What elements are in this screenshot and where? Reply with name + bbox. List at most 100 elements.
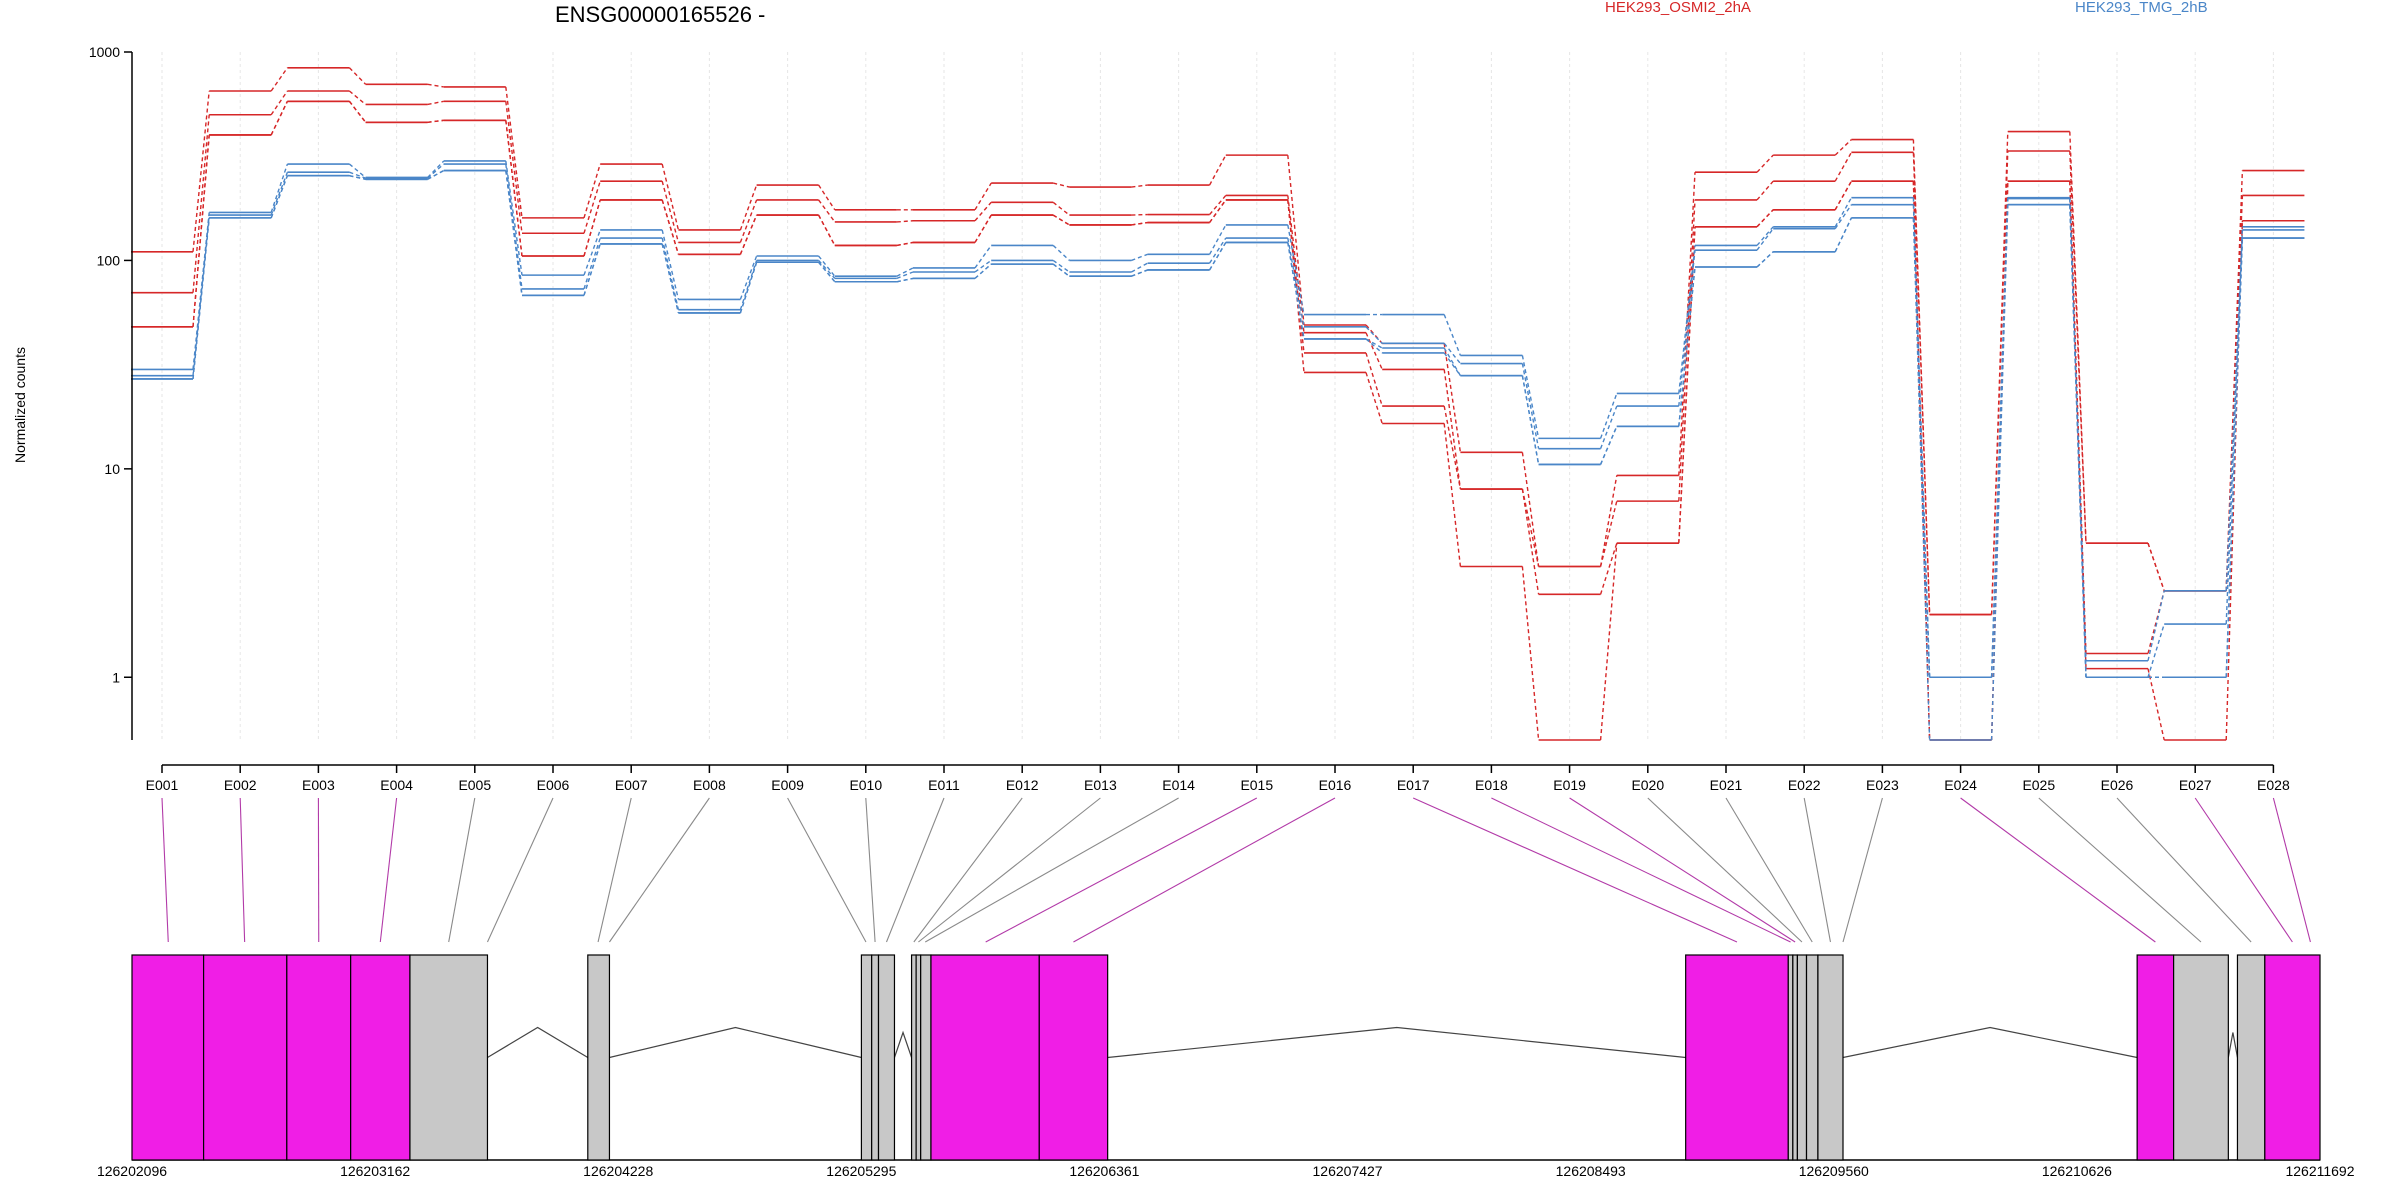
- x-tick-label-e025: E025: [2022, 777, 2055, 793]
- connector-e019: [1569, 797, 1796, 943]
- series-8-transition: [192, 217, 210, 380]
- coordinate-label-126209560: 126209560: [1799, 1163, 1869, 1179]
- series-4-transition: [1052, 214, 1070, 226]
- x-tick-label-e024: E024: [1944, 777, 1977, 793]
- series-1-transition: [427, 83, 444, 88]
- series-2-transition: [583, 180, 601, 234]
- y-tick-label-100: 100: [97, 252, 121, 268]
- series-8-transition: [1756, 251, 1774, 268]
- x-tick-label-e002: E002: [224, 777, 257, 793]
- exon-e003: [286, 954, 352, 1161]
- series-4-transition: [1990, 181, 2009, 741]
- series-3-transition: [2147, 590, 2165, 654]
- series-8-transition: [1599, 426, 1618, 465]
- exon-e021: [1796, 954, 1808, 1161]
- exon-e004: [350, 954, 411, 1161]
- exon-e025: [2173, 954, 2229, 1161]
- series-8-transition: [583, 243, 601, 296]
- x-tick-label-e020: E020: [1631, 777, 1664, 793]
- series-4-transition: [1287, 199, 1305, 373]
- series-8-transition: [1834, 217, 1853, 253]
- connector-e004: [379, 797, 398, 943]
- series-5-transition: [1756, 226, 1774, 246]
- series-2-transition: [2069, 150, 2087, 544]
- series-5-transition: [505, 160, 523, 276]
- y-axis-label: Normalized counts: [12, 347, 28, 463]
- series-6-transition: [270, 171, 289, 216]
- series-6-transition: [349, 171, 366, 179]
- connector-e011: [885, 797, 945, 943]
- series-2-transition: [1678, 199, 1696, 502]
- series-6-transition: [1756, 228, 1774, 251]
- x-tick-label-e009: E009: [771, 777, 804, 793]
- legend-series-osmi2: HEK293_OSMI2_2hA: [1605, 0, 1751, 16]
- series-2-transition: [1287, 195, 1305, 333]
- intron-line: [893, 1030, 913, 1058]
- series-2-transition: [1521, 488, 1540, 567]
- series-6-transition: [661, 237, 680, 310]
- connector-e013: [918, 797, 1101, 943]
- connector-e016: [1073, 797, 1336, 943]
- axes: 1000 100 10 1 E001 E002 E003 E004 E005 E006 E007 E0…: [89, 44, 2290, 793]
- x-tick-label-e019: E019: [1553, 777, 1586, 793]
- series-4-transition: [348, 100, 367, 123]
- exon-e014: [920, 954, 932, 1161]
- exon-e027: [2236, 954, 2266, 1161]
- exon-e001: [131, 954, 205, 1161]
- series-5-transition: [2225, 226, 2244, 591]
- series-8-transition: [1208, 242, 1227, 271]
- series-5: [131, 160, 2305, 679]
- series-1-transition: [974, 182, 992, 211]
- exon-e019: [1787, 954, 1794, 1161]
- x-tick-label-e023: E023: [1866, 777, 1899, 793]
- series-5-transition: [1131, 253, 1148, 262]
- exon-e016: [1038, 954, 1109, 1161]
- y-tick-label-10: 10: [104, 461, 120, 477]
- series-6-transition: [739, 260, 758, 310]
- series-1-transition: [1131, 184, 1148, 188]
- series-8-transition: [818, 261, 836, 283]
- series-8-transition: [1365, 338, 1383, 354]
- series-8-transition: [661, 243, 680, 314]
- series-8-transition: [349, 175, 366, 180]
- connector-e021: [1725, 797, 1813, 943]
- gene-model: 126202096 126203162 126204228 126205295 1262…: [97, 954, 2355, 1179]
- x-tick-label-e001: E001: [146, 777, 179, 793]
- series-5-transition: [974, 245, 992, 269]
- intron-line: [2227, 1032, 2239, 1058]
- connector-e007: [597, 797, 632, 943]
- series-8-transition: [1443, 352, 1461, 377]
- coordinate-label-126211692: 126211692: [2285, 1163, 2354, 1179]
- series-5-transition: [896, 267, 914, 277]
- series-2-transition: [1209, 194, 1227, 215]
- series-2-transition: [896, 220, 914, 223]
- series-8-transition: [2225, 238, 2244, 678]
- x-tick-label-e027: E027: [2179, 777, 2212, 793]
- series-1-transition: [1053, 182, 1070, 188]
- series-6-transition: [583, 237, 601, 290]
- series-1-transition: [818, 184, 836, 211]
- series-2-transition: [1834, 152, 1853, 182]
- series-5-transition: [818, 255, 836, 277]
- series-3-transition: [1599, 542, 1618, 595]
- connector-e010: [865, 797, 876, 943]
- x-tick-label-e017: E017: [1397, 777, 1430, 793]
- series-4-transition: [1365, 372, 1383, 424]
- series-1: [131, 66, 2305, 616]
- series-6-transition: [1052, 259, 1070, 273]
- connector-e025: [2038, 797, 2202, 943]
- series-4-transition: [661, 199, 680, 255]
- series-3-transition: [1521, 488, 1540, 595]
- series-8-transition: [1131, 269, 1148, 277]
- connector-e001: [161, 797, 169, 943]
- x-tick-label-e015: E015: [1240, 777, 1273, 793]
- connector-e014: [924, 797, 1179, 943]
- series-4-transition: [2225, 220, 2244, 741]
- series-6-transition: [1834, 204, 1852, 230]
- series-1-transition: [1521, 452, 1540, 567]
- series-4-transition: [2147, 668, 2165, 741]
- series-5-transition: [1443, 314, 1462, 356]
- coordinate-label-126210626: 126210626: [2042, 1163, 2112, 1179]
